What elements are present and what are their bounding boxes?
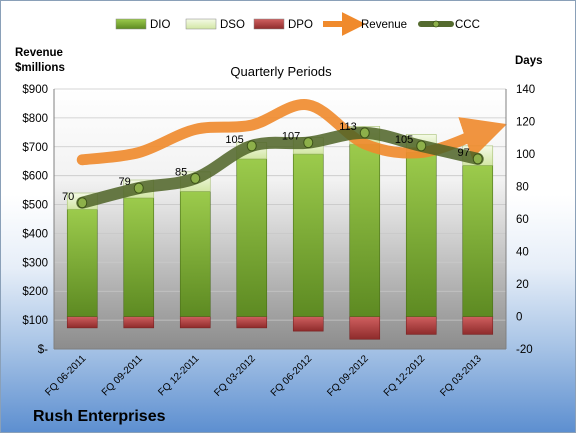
legend-dso-label: DSO (220, 19, 245, 31)
legend-revenue-label: Revenue (361, 19, 407, 31)
category-label: FQ 12-2012 (382, 353, 428, 399)
company-name: Rush Enterprises (33, 408, 166, 425)
dpo-bar (292, 316, 324, 332)
category-label: FQ 06-2012 (269, 353, 315, 399)
ccc-data-label: 70 (62, 191, 74, 203)
dio-bar (349, 143, 381, 317)
right-tick-label: 0 (516, 312, 522, 324)
dpo-bar (179, 316, 211, 329)
dio-bar (123, 197, 155, 317)
legend-dso-swatch (185, 18, 217, 30)
legend-dio-swatch (115, 18, 147, 30)
category-label: FQ 12-2011 (156, 353, 201, 398)
legend-dpo-label: DPO (288, 19, 313, 31)
ccc-data-label: 85 (175, 166, 187, 178)
ccc-point (416, 140, 427, 152)
legend-ccc-label: CCC (455, 19, 480, 31)
dio-bar (179, 191, 211, 317)
dpo-bar (123, 316, 155, 329)
dio-bar (66, 208, 98, 317)
left-tick-label: $100 (22, 315, 48, 327)
ccc-data-label: 79 (119, 176, 131, 188)
left-tick-label: $500 (22, 200, 48, 212)
right-tick-label: 140 (516, 84, 535, 96)
ccc-data-label: 113 (339, 121, 357, 133)
left-tick-label: $- (38, 344, 48, 356)
category-label: FQ 09-2012 (325, 353, 371, 399)
right-tick-label: 100 (516, 149, 535, 161)
ccc-point (190, 172, 201, 184)
category-label: FQ 06-2011 (43, 353, 88, 398)
ccc-point (246, 140, 257, 152)
legend-dpo-swatch (253, 18, 285, 30)
left-axis-label-line2: $millions (15, 62, 65, 74)
ccc-data-label: 107 (282, 131, 300, 143)
chart-title: Quarterly Periods (230, 64, 332, 79)
left-tick-label: $900 (22, 84, 48, 96)
ccc-point (77, 197, 88, 209)
left-tick-label: $400 (22, 228, 48, 240)
right-tick-label: 80 (516, 182, 529, 194)
right-tick-label: 60 (516, 214, 529, 226)
right-tick-label: 40 (516, 247, 529, 259)
dio-bar (462, 165, 494, 317)
category-label: FQ 03-2013 (438, 353, 484, 399)
dio-bar (236, 158, 268, 317)
plot-area (54, 89, 506, 349)
right-axis-label: Days (515, 55, 543, 67)
legend-ccc-marker (432, 20, 440, 28)
left-tick-label: $600 (22, 171, 48, 183)
ccc-data-label: 97 (458, 147, 470, 159)
right-tick-label: 20 (516, 279, 529, 291)
dio-bar (292, 153, 324, 317)
legend-dio-label: DIO (150, 19, 171, 31)
dpo-bar (349, 316, 381, 340)
left-tick-label: $200 (22, 286, 48, 298)
right-tick-label: 120 (516, 117, 535, 129)
category-label: FQ 09-2011 (100, 353, 145, 398)
dpo-bar (236, 316, 268, 329)
left-tick-label: $300 (22, 257, 48, 269)
category-label: FQ 03-2012 (212, 353, 258, 399)
lines-layer: 70 79 85 105 107 113 105 97 (62, 99, 507, 209)
right-tick-label: -20 (516, 344, 533, 356)
ccc-data-label: 105 (225, 134, 243, 146)
ccc-line (76, 126, 484, 209)
ccc-point (472, 153, 483, 165)
legend: DIO DSO DPO Revenue CCC (115, 12, 480, 36)
dpo-bar (66, 316, 98, 329)
ccc-data-label: 105 (395, 134, 413, 146)
dpo-bar (462, 316, 494, 335)
left-axis-label-line1: Revenue (15, 47, 63, 59)
dpo-bar (405, 316, 437, 335)
left-tick-label: $800 (22, 113, 48, 125)
dio-bar (405, 152, 437, 317)
ccc-point (359, 127, 370, 139)
ccc-point (303, 137, 314, 149)
left-tick-label: $700 (22, 142, 48, 154)
ccc-point (133, 182, 144, 194)
revenue-line (76, 99, 507, 166)
